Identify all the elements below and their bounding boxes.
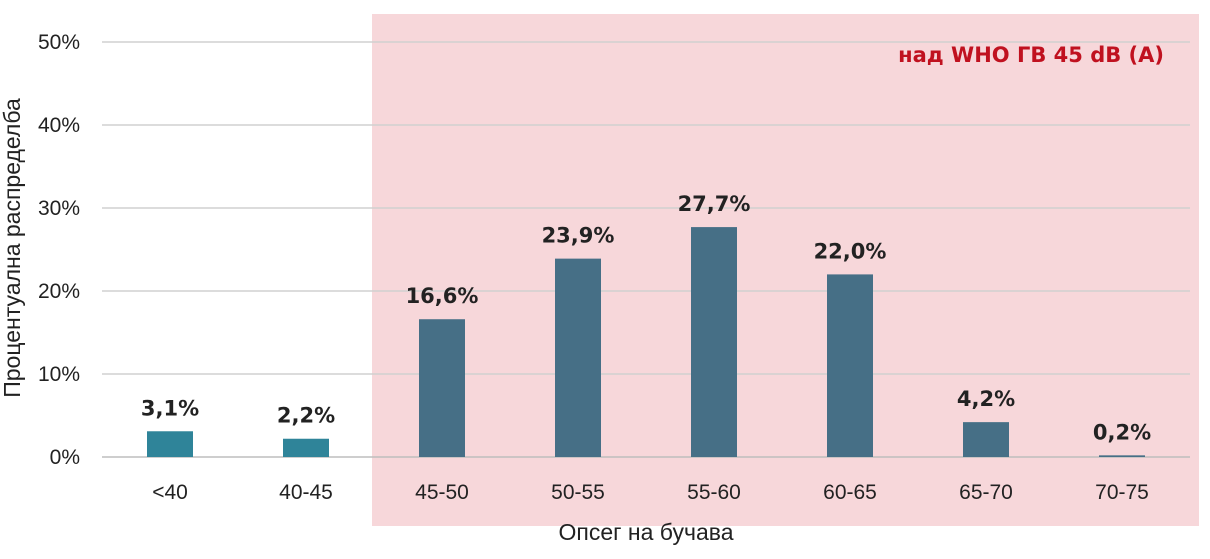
- data-label: 2,2%: [277, 404, 335, 428]
- y-axis-title: Процентуална распределба: [0, 98, 25, 398]
- y-tick-label: 20%: [38, 280, 80, 303]
- data-label: 3,1%: [141, 396, 199, 420]
- x-tick-label: 70-75: [1095, 481, 1149, 504]
- data-label: 16,6%: [406, 284, 479, 308]
- data-label: 27,7%: [678, 192, 751, 216]
- x-tick-label: 50-55: [551, 481, 605, 504]
- highlight-region: [372, 14, 1199, 526]
- x-tick-label: 40-45: [279, 481, 333, 504]
- y-axis-ticks: 0% 10% 20% 30% 40% 50%: [38, 31, 80, 469]
- bar: [283, 438, 329, 457]
- y-tick-label: 30%: [38, 197, 80, 220]
- x-tick-label: 60-65: [823, 481, 877, 504]
- bar: [1099, 455, 1145, 457]
- x-tick-label: <40: [152, 481, 188, 504]
- x-axis-ticks: <40 40-45 45-50 50-55 55-60 60-65 65-70 70-75: [152, 481, 1149, 504]
- x-tick-label: 55-60: [687, 481, 741, 504]
- x-axis-title: Опсег на бучава: [559, 519, 734, 545]
- bar: [555, 258, 601, 457]
- y-tick-label: 40%: [38, 114, 80, 137]
- bar: [827, 274, 873, 457]
- bar: [419, 319, 465, 457]
- data-label: 23,9%: [542, 224, 615, 248]
- y-tick-label: 10%: [38, 363, 80, 386]
- threshold-annotation: над WHO ГВ 45 dB (A): [898, 43, 1164, 67]
- y-tick-label: 50%: [38, 31, 80, 54]
- data-labels: 3,1% 2,2% 16,6% 23,9% 27,7% 22,0% 4,2% 0,2%: [141, 192, 1151, 444]
- bar: [963, 422, 1009, 457]
- x-tick-label: 65-70: [959, 481, 1013, 504]
- bars: [147, 227, 1145, 457]
- data-label: 4,2%: [957, 387, 1015, 411]
- bar: [691, 227, 737, 457]
- data-label: 22,0%: [814, 239, 887, 263]
- y-tick-label: 0%: [50, 446, 80, 469]
- x-tick-label: 45-50: [415, 481, 469, 504]
- data-label: 0,2%: [1093, 420, 1151, 444]
- bar: [147, 431, 193, 457]
